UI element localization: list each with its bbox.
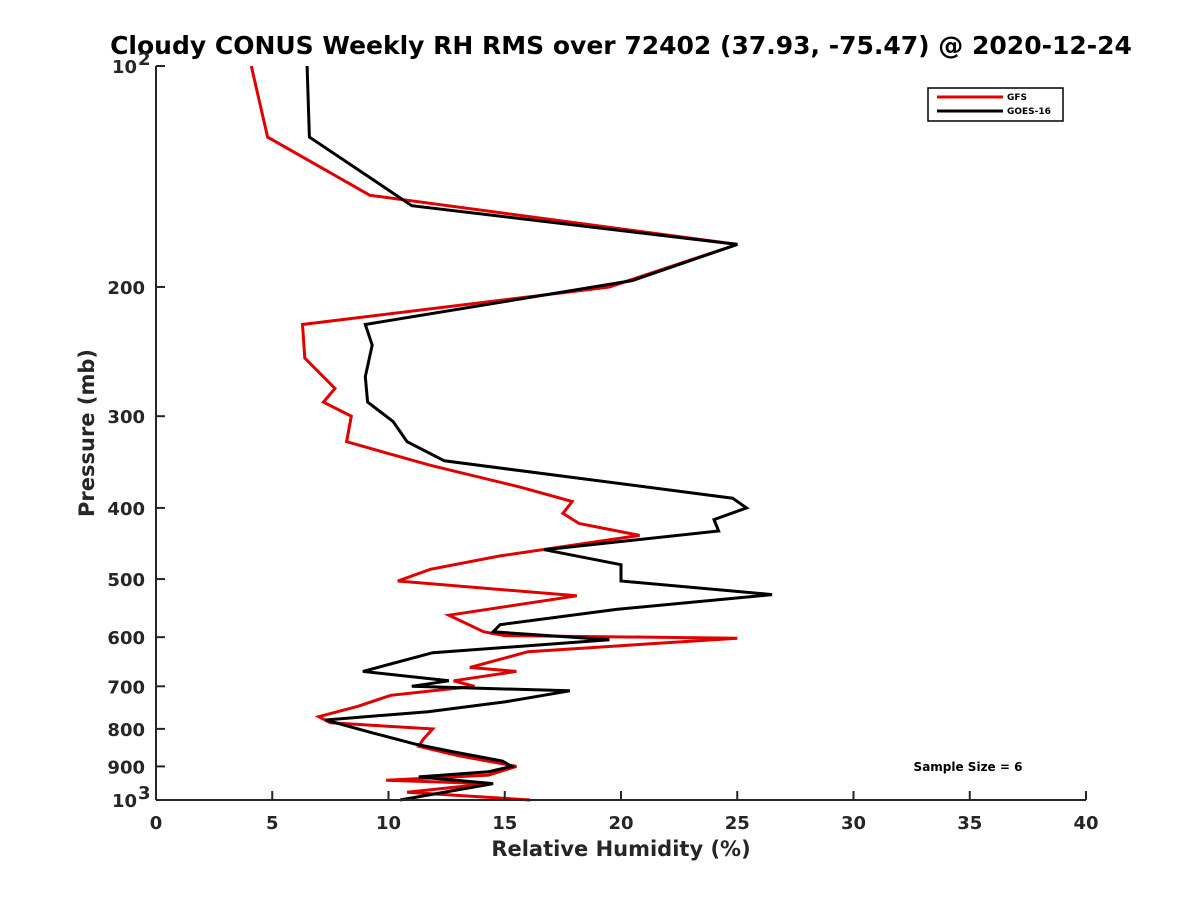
x-tick-label-1: 5 (266, 813, 279, 834)
sample-size-annotation: Sample Size = 6 (914, 760, 1023, 774)
x-axis-label: Relative Humidity (%) (491, 837, 750, 861)
x-tick-label-8: 40 (1073, 813, 1098, 834)
y-tick-label-0: 10 (112, 57, 137, 78)
y-tick-label-2: 300 (107, 407, 145, 428)
y-axis-label: Pressure (mb) (75, 349, 99, 517)
legend-label-0: GFS (1007, 93, 1027, 103)
x-tick-label-7: 35 (957, 813, 982, 834)
y-tick-label-3: 400 (107, 499, 145, 520)
legend: GFS GOES-16 (927, 87, 1064, 122)
x-tick-label-5: 25 (725, 813, 750, 834)
x-tick-label-2: 10 (376, 813, 401, 834)
x-tick-label-4: 20 (608, 813, 633, 834)
series-line-1 (305, 65, 773, 802)
y-tick-exponent-0: 2 (138, 49, 151, 70)
x-tick-label-6: 30 (841, 813, 866, 834)
x-tick-label-0: 0 (150, 813, 163, 834)
y-tick-label-9: 10 (112, 791, 137, 812)
legend-label-1: GOES-16 (1007, 107, 1051, 117)
y-tick-exponent-9: 3 (138, 783, 151, 804)
series-layer (249, 65, 773, 802)
y-tick-label-5: 600 (107, 628, 145, 649)
y-tick-label-4: 500 (107, 570, 145, 591)
legend-box (927, 87, 1064, 122)
chart-title: Cloudy CONUS Weekly RH RMS over 72402 (3… (110, 31, 1132, 60)
x-tick-label-3: 15 (492, 813, 517, 834)
y-tick-label-6: 700 (107, 677, 145, 698)
y-tick-label-1: 200 (107, 278, 145, 299)
y-tick-label-7: 800 (107, 720, 145, 741)
y-tick-label-8: 900 (107, 757, 145, 778)
